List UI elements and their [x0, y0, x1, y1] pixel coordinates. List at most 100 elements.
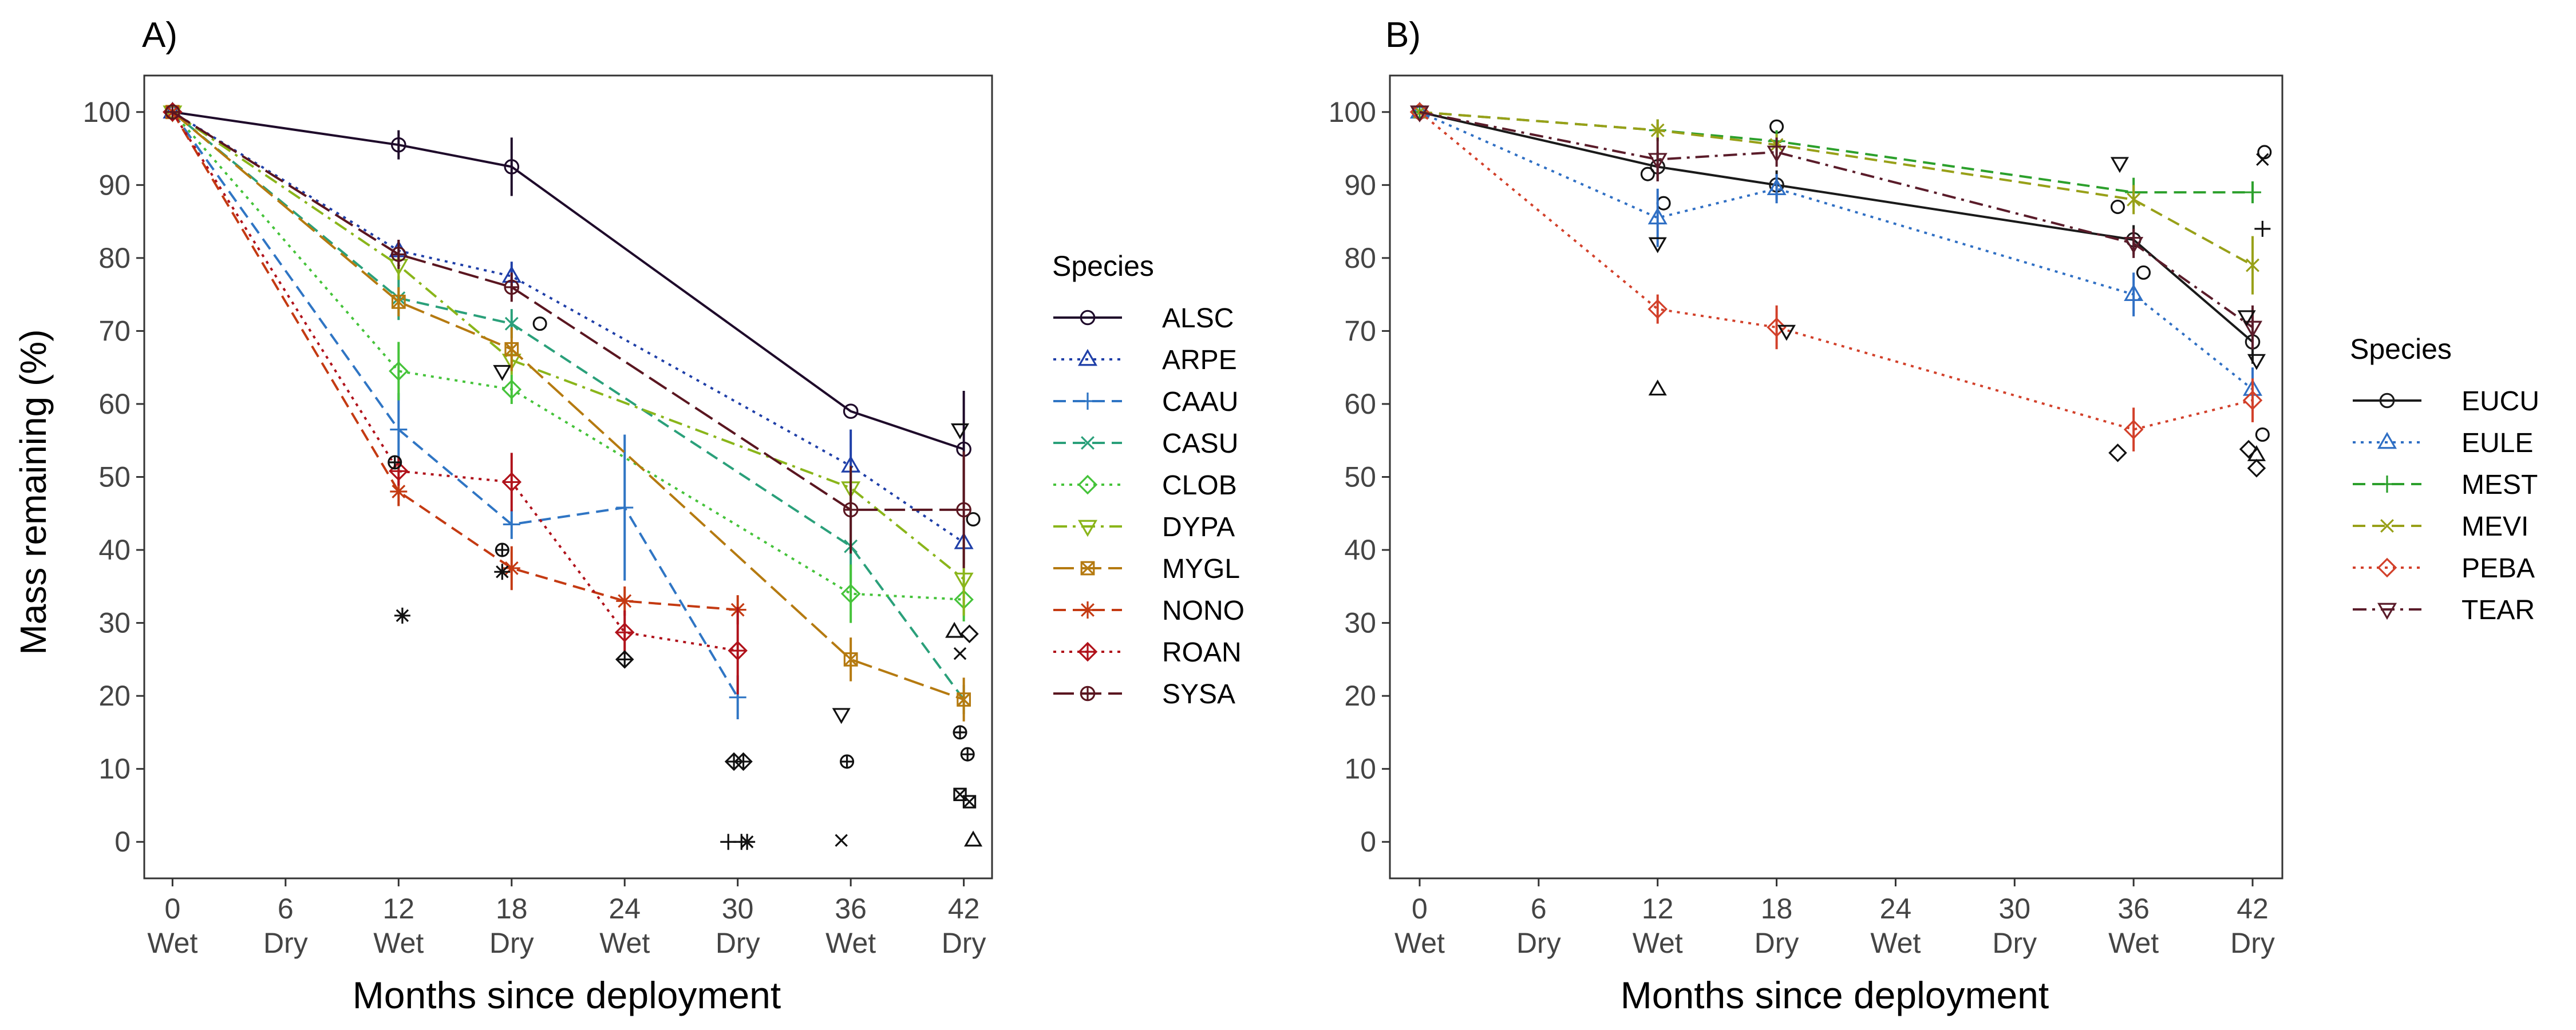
data-point: [616, 592, 634, 610]
panel-a: A) 01020304050607080901000Wet6Dry12Wet18…: [13, 15, 1244, 1016]
data-point: [614, 622, 635, 643]
replicate-point: [835, 834, 848, 847]
y-tick-label: 80: [1344, 242, 1376, 274]
legend-label: ROAN: [1162, 637, 1242, 668]
replicate-point: [2247, 458, 2266, 478]
data-point: [840, 584, 861, 604]
y-tick-label: 40: [1344, 534, 1376, 566]
legend-key-marker: [2377, 431, 2397, 449]
y-tick-label: 10: [98, 753, 131, 785]
replicate-point: [494, 564, 511, 580]
replicate-point: [960, 624, 979, 643]
replicate-point: [840, 754, 855, 769]
y-tick-label: 20: [1344, 680, 1376, 712]
series-line-tear: [1419, 110, 2254, 328]
legend-key-marker: [1077, 641, 1098, 662]
data-point: [390, 137, 406, 153]
data-point: [1647, 153, 1668, 170]
data-point: [616, 499, 634, 517]
x-season-label: Wet: [2108, 927, 2159, 959]
series-tear: [1409, 105, 2266, 370]
panel-b: B) 01020304050607080901000Wet6Dry12Wet18…: [1329, 15, 2539, 1016]
legend-key-marker: [2377, 603, 2397, 620]
panel-b-legend-title: Species: [2350, 333, 2452, 365]
replicate-point: [739, 834, 756, 850]
x-tick-label: 30: [722, 893, 754, 925]
x-tick-label: 36: [2117, 893, 2150, 925]
legend-label: MYGL: [1162, 554, 1240, 584]
replicate-point: [2237, 310, 2256, 327]
x-tick-label: 18: [1761, 893, 1793, 925]
data-point: [956, 502, 971, 518]
panel-a-plot-area: 01020304050607080901000Wet6Dry12Wet18Dry…: [83, 74, 993, 959]
x-season-label: Dry: [1755, 927, 1799, 959]
panel-b-plot-area: 01020304050607080901000Wet6Dry12Wet18Dry…: [1329, 74, 2283, 959]
replicate-point: [953, 647, 967, 660]
data-point: [1767, 317, 1787, 338]
x-tick-label: 24: [1880, 893, 1912, 925]
x-season-label: Dry: [1992, 927, 2037, 959]
x-season-label: Dry: [489, 927, 534, 959]
replicate-point: [2247, 354, 2266, 370]
series-roan: [163, 102, 753, 771]
data-point: [390, 483, 408, 501]
panel-a-y-axis-title: Mass remaining (%): [13, 329, 54, 655]
replicate-point: [495, 542, 509, 557]
data-point: [1767, 145, 1787, 163]
data-point: [1647, 207, 1668, 225]
x-tick-label: 30: [1998, 893, 2030, 925]
y-tick-label: 70: [1344, 315, 1376, 347]
x-tick-label: 12: [1642, 893, 1674, 925]
data-point: [2243, 320, 2263, 338]
data-point: [843, 652, 858, 667]
replicate-point: [962, 795, 977, 809]
data-point: [501, 379, 522, 399]
legend-label: DYPA: [1162, 512, 1235, 542]
data-point: [504, 342, 519, 356]
legend-key-marker: [1077, 520, 1098, 537]
panel-b-label: B): [1385, 15, 1421, 55]
legend-key-marker: [1080, 686, 1096, 702]
legend-key-marker: [2377, 557, 2397, 578]
legend-key-marker: [1077, 474, 1098, 495]
data-point: [391, 294, 406, 309]
series-line-nono: [171, 111, 738, 611]
y-tick-label: 100: [1329, 96, 1376, 128]
replicate-point: [1777, 324, 1796, 341]
x-season-label: Dry: [2230, 927, 2275, 959]
y-tick-label: 50: [98, 461, 131, 493]
data-point: [501, 472, 522, 492]
y-tick-label: 20: [98, 680, 131, 712]
x-season-label: Dry: [942, 927, 986, 959]
data-point: [2244, 184, 2262, 201]
series-caau: [164, 103, 750, 850]
y-tick-label: 90: [1344, 169, 1376, 201]
replicate-point: [1648, 379, 1667, 396]
y-tick-label: 0: [114, 826, 131, 858]
legend-label: EUCU: [2462, 386, 2539, 417]
data-point: [389, 361, 409, 381]
replicate-point: [615, 650, 634, 669]
replicate-point: [2255, 427, 2270, 442]
replicate-point: [388, 455, 402, 470]
data-point: [843, 403, 859, 419]
x-tick-label: 24: [609, 893, 641, 925]
legend-key-marker: [1081, 436, 1095, 450]
replicate-point: [2110, 200, 2125, 215]
data-point: [503, 559, 520, 577]
legend-key-marker: [2380, 519, 2394, 533]
replicate-point: [953, 725, 967, 740]
replicate-point: [734, 752, 753, 771]
data-point: [2124, 284, 2144, 301]
data-point: [504, 159, 520, 175]
y-tick-label: 0: [1360, 826, 1376, 858]
series-nono: [164, 103, 756, 850]
replicate-point: [2136, 265, 2151, 280]
x-tick-label: 0: [164, 893, 180, 925]
y-tick-label: 70: [98, 315, 131, 347]
replicate-point: [493, 365, 512, 381]
data-point: [1647, 299, 1668, 319]
replicate-point: [964, 830, 983, 847]
y-tick-label: 80: [98, 242, 131, 274]
